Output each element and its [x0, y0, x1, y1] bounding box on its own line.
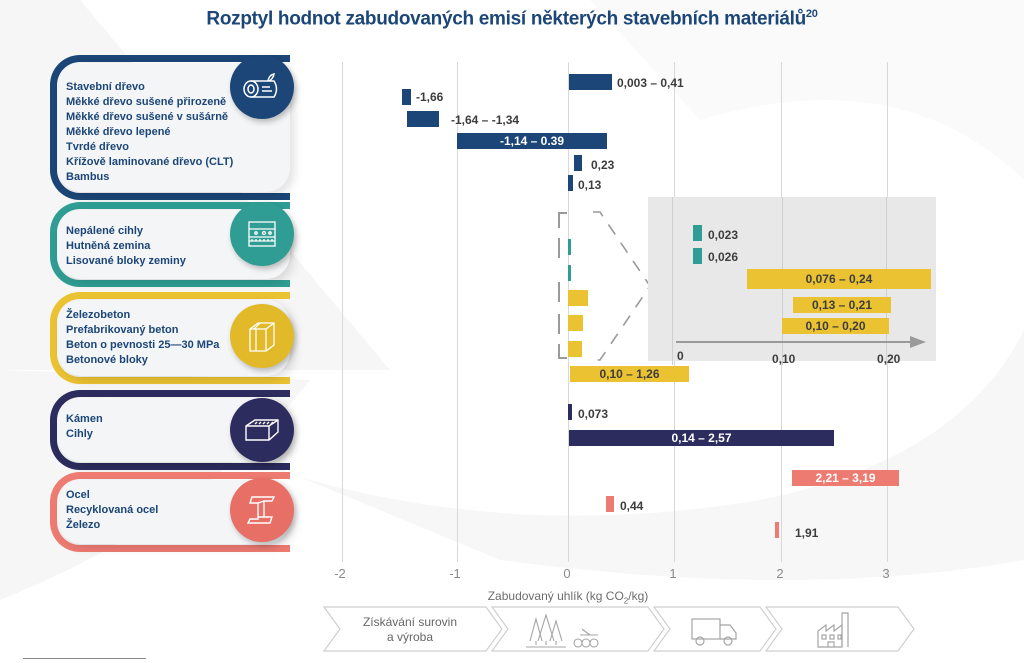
- bar-label: 0,13: [578, 178, 602, 192]
- concrete-blocks-icon: [230, 304, 294, 368]
- bar-label: 0,023: [708, 228, 739, 242]
- zoom-bracket: [558, 314, 560, 334]
- chart-title: Rozptyl hodnot zabudovaných emisí někter…: [206, 8, 818, 30]
- bar-ocel: [792, 470, 899, 486]
- process-step-raw-materials: Získávání surovin a výroba: [362, 615, 458, 644]
- inset-tick: 0,20: [877, 352, 901, 366]
- log-icon: [230, 55, 294, 119]
- zoom-bracket: [558, 212, 560, 228]
- steel-items: Ocel Recyklovaná ocel Železo: [66, 489, 159, 531]
- bar-label: 1,91: [795, 526, 819, 540]
- wood-items: Stavební dřevo Měkké dřevo sušené přiroze…: [66, 81, 234, 183]
- inset-gridline: [672, 197, 673, 365]
- bar-hutnena-zemina-small: [568, 265, 571, 281]
- inset-axis-arrow: [676, 336, 926, 348]
- footnote-divider: [23, 658, 146, 659]
- x-tick: 2: [776, 566, 784, 581]
- gridline-zero: [568, 62, 569, 562]
- inset-bar-zelezobeton: [747, 269, 931, 289]
- zoom-bracket: [558, 344, 560, 358]
- bar-label: 0,14 – 2,57: [671, 431, 732, 445]
- concrete-items: Železobeton Prefabrikovaný beton Beton o p…: [66, 309, 220, 366]
- x-axis-label: Zabudovaný uhlík (kg CO2/kg): [487, 589, 649, 606]
- zoom-bracket: [558, 357, 567, 359]
- bar-recyklovana-ocel: [606, 496, 614, 512]
- bar-nepalene-cihly-small: [568, 239, 571, 255]
- zoom-bracket: [558, 212, 567, 214]
- bar-label: 0,13 – 0,21: [811, 298, 873, 312]
- inset-bar-hutnena-zemina: [693, 248, 702, 264]
- earth-items: Nepálené cihly Hutněná zemina Lisované blo…: [66, 225, 186, 267]
- truck-icon: [691, 618, 737, 646]
- category-card-stone: Kámen Cihly: [50, 390, 294, 470]
- bar-label: 2,21 – 3,19: [815, 471, 876, 485]
- bar-tvrde-drevo: [574, 155, 582, 171]
- bar-label: -1,66: [416, 90, 444, 104]
- inset-bar-prefabrikovany: [793, 297, 891, 313]
- process-chevrons: [322, 606, 915, 652]
- bar-label: 0,10 – 0,20: [805, 319, 866, 333]
- category-card-steel: Ocel Recyklovaná ocel Železo: [50, 472, 294, 552]
- bar-mekke-susarna: [407, 111, 439, 127]
- bar-label: 0,003 – 0,41: [617, 76, 684, 90]
- bar-prefabrikovany-small: [568, 315, 583, 331]
- bar-kamen: [568, 404, 572, 420]
- bar-label: 0,073: [578, 407, 609, 421]
- bar-clt: [568, 175, 573, 191]
- bar-label: 0,23: [591, 158, 615, 172]
- bar-zelezobeton-small: [568, 290, 588, 306]
- soil-layers-icon: [230, 202, 294, 266]
- inset-bar-beton-25-30: [782, 318, 889, 334]
- bar-stavebni-drevo: [569, 74, 612, 90]
- brick-icon: [230, 398, 294, 462]
- category-card-concrete: Železobeton Prefabrikovaný beton Beton o p…: [50, 292, 294, 384]
- bar-label: 0,10 – 1,26: [599, 367, 660, 381]
- category-card-earth: Nepálené cihly Hutněná zemina Lisované blo…: [50, 202, 294, 287]
- bar-label: 0,44: [620, 499, 644, 513]
- x-tick: 1: [669, 566, 677, 581]
- inset-tick: 0,10: [772, 352, 796, 366]
- x-tick: 3: [882, 566, 890, 581]
- bar-zelezo: [775, 522, 779, 538]
- bar-betonove-bloky: [570, 366, 689, 382]
- x-tick: 0: [563, 566, 571, 581]
- gridline: [457, 62, 458, 562]
- x-tick: -1: [449, 566, 461, 581]
- x-tick: -2: [334, 566, 346, 581]
- bar-label: 0,076 – 0,24: [805, 272, 873, 286]
- bar-label: -1,14 – 0.39: [499, 134, 565, 148]
- factory-icon: [817, 612, 849, 648]
- gridline: [342, 62, 343, 562]
- steel-beam-icon: [230, 478, 294, 542]
- bar-cihly: [569, 430, 834, 446]
- zoom-bracket-arrow: [593, 211, 650, 361]
- stone-items: Kámen Cihly: [66, 413, 103, 440]
- bar-mekke-prirozene: [402, 89, 411, 105]
- inset-tick: 0: [677, 349, 684, 363]
- forest-logging-icon: [526, 613, 599, 648]
- zoom-bracket: [558, 282, 560, 302]
- bar-label: -1,64 – -1,34: [451, 113, 520, 127]
- bar-label: 0,026: [708, 250, 739, 264]
- category-card-wood: Stavební dřevo Měkké dřevo sušené přiroze…: [50, 55, 294, 200]
- inset-bar-nepalene-cihly: [693, 225, 702, 241]
- bar-mekke-lepene: [457, 133, 607, 149]
- zoom-bracket: [558, 238, 560, 258]
- bar-beton-25-30-small: [568, 341, 582, 357]
